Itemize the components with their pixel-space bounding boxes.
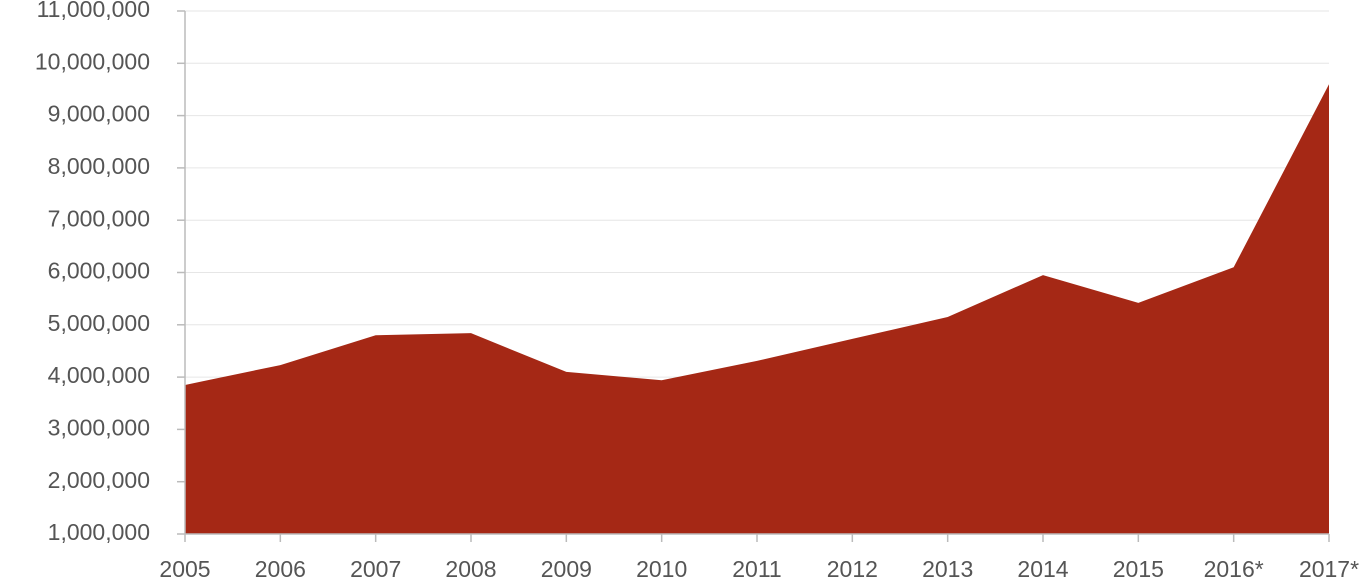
y-tick-label: 11,000,000 — [37, 0, 150, 22]
y-tick-label: 10,000,000 — [35, 48, 150, 74]
x-tick-label: 2011 — [732, 556, 781, 582]
y-tick-label: 4,000,000 — [48, 362, 150, 388]
x-tick-label: 2016* — [1204, 556, 1264, 582]
y-tick-label: 5,000,000 — [48, 310, 150, 336]
x-tick-label: 2006 — [255, 556, 306, 582]
y-tick-label: 9,000,000 — [48, 101, 150, 127]
x-tick-label: 2010 — [636, 556, 687, 582]
y-tick-label: 7,000,000 — [48, 205, 150, 231]
x-tick-label: 2007 — [350, 556, 401, 582]
y-tick-label: 1,000,000 — [48, 519, 150, 545]
x-tick-label: 2013 — [922, 556, 973, 582]
y-tick-label: 3,000,000 — [48, 414, 150, 440]
x-tick-label: 2005 — [159, 556, 210, 582]
x-tick-label: 2012 — [827, 556, 878, 582]
x-tick-label: 2009 — [541, 556, 592, 582]
x-tick-label: 2014 — [1017, 556, 1068, 582]
y-tick-label: 2,000,000 — [48, 467, 150, 493]
x-tick-label: 2017* — [1299, 556, 1359, 582]
y-tick-label: 6,000,000 — [48, 258, 150, 284]
area — [185, 84, 1329, 534]
y-tick-label: 8,000,000 — [48, 153, 150, 179]
x-tick-label: 2015 — [1113, 556, 1164, 582]
x-tick-label: 2008 — [445, 556, 496, 582]
